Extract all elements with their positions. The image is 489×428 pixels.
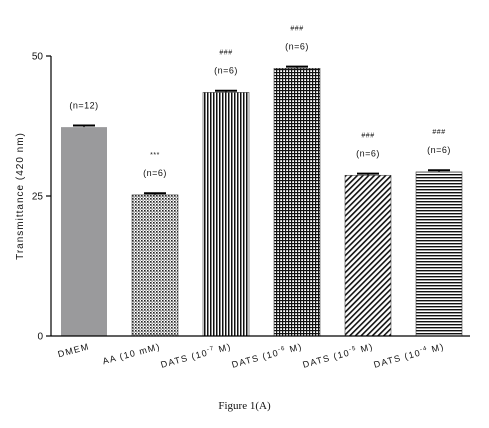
- category-base: DATS (10: [160, 348, 209, 370]
- y-axis: 0 25 50: [32, 52, 52, 343]
- n-label: (n=6): [427, 145, 451, 155]
- x-category-label: DATS (10-6 M): [231, 341, 304, 370]
- category-exponent: -4: [419, 346, 428, 354]
- x-category-label: DATS (10-5 M): [302, 341, 375, 370]
- y-tick-label: 50: [32, 52, 44, 63]
- bar-chart: 0 25 50 (n=12) (n=6) *** (n=6) ### (n=6) ### (n=6…: [15, 26, 470, 370]
- category-base: DATS (10: [373, 348, 422, 370]
- y-tick-label: 0: [37, 332, 43, 343]
- bar: [415, 171, 463, 337]
- bar: [273, 68, 321, 337]
- bar: [344, 174, 392, 337]
- figure-caption: Figure 1(A): [218, 400, 271, 412]
- bar: [202, 92, 250, 337]
- significance-label: ###: [290, 26, 303, 33]
- n-label: (n=12): [69, 100, 98, 110]
- bar: [131, 194, 179, 337]
- category-base: DATS (10: [231, 348, 280, 370]
- category-exponent: -7: [206, 346, 215, 354]
- n-label: (n=6): [214, 66, 238, 76]
- significance-label: ###: [219, 50, 232, 57]
- category-exponent: -5: [348, 346, 357, 354]
- category-base: AA (10 mM): [101, 341, 161, 366]
- x-category-label: DMEM: [57, 341, 91, 359]
- x-category-label: DATS (10-4 M): [373, 341, 446, 370]
- significance-label: ***: [150, 152, 160, 159]
- bar: [61, 127, 107, 337]
- x-axis: DMEM AA (10 mM)DATS (10-7 M)DATS (10-6 M)…: [51, 335, 470, 370]
- category-unit: M): [214, 341, 233, 355]
- y-axis-label: Transmittance (420 nm): [15, 132, 26, 260]
- category-exponent: -6: [277, 346, 286, 354]
- significance-label: ###: [361, 133, 374, 140]
- category-unit: M): [356, 341, 375, 355]
- category-unit: M): [285, 341, 304, 355]
- category-base: DMEM: [57, 341, 91, 359]
- n-label: (n=6): [143, 168, 167, 178]
- x-category-label: DATS (10-7 M): [160, 341, 233, 370]
- category-unit: M): [427, 341, 446, 355]
- category-base: DATS (10: [302, 348, 351, 370]
- y-tick-label: 25: [32, 192, 44, 203]
- bars-group: (n=12) (n=6) *** (n=6) ### (n=6) ### (n=6) ### (n…: [61, 26, 463, 337]
- significance-label: ###: [432, 129, 445, 136]
- x-category-label: AA (10 mM): [101, 341, 161, 366]
- n-label: (n=6): [356, 149, 380, 159]
- n-label: (n=6): [285, 42, 309, 52]
